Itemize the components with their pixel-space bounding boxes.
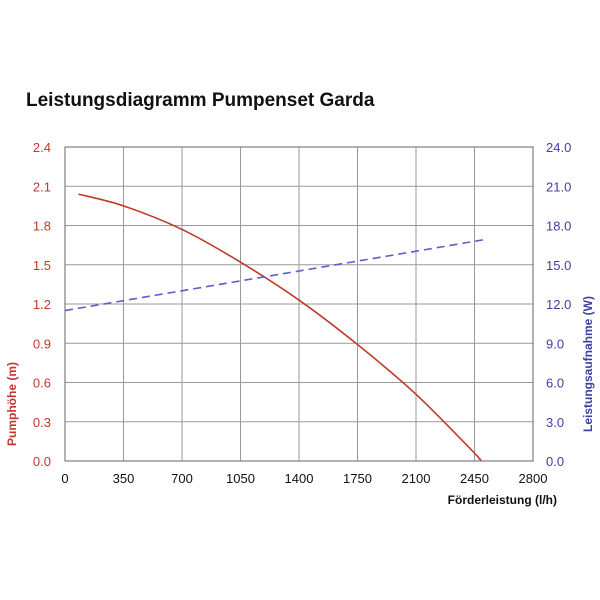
x-tick-label: 1750 (343, 471, 372, 486)
y2-tick-label: 9.0 (546, 336, 564, 351)
x-tick-label: 1400 (285, 471, 314, 486)
y2-tick-label: 18.0 (546, 219, 571, 234)
y-tick-label: 0.3 (33, 415, 51, 430)
series-layer (64, 193, 483, 461)
plot-frame (64, 146, 534, 462)
x-tick-label: 2450 (460, 471, 489, 486)
x-tick-label: 350 (113, 471, 135, 486)
axes: 0 350 700 1050 1400 1750 2100 2450 2800 0.0 0.3 0.6… (33, 140, 571, 486)
power-series-line (64, 239, 483, 312)
y2-tick-label: 3.0 (546, 415, 564, 430)
y2-tick-label: 0.0 (546, 454, 564, 469)
y-tick-label: 0.6 (33, 376, 51, 391)
y2-tick-label: 6.0 (546, 376, 564, 391)
x-tick-label: 700 (171, 471, 193, 486)
y2-tick-label: 21.0 (546, 179, 571, 194)
chart-title: Leistungsdiagramm Pumpenset Garda (26, 90, 375, 111)
x-axis-title: Förderleistung (l/h) (448, 493, 557, 507)
x-tick-label: 2100 (402, 471, 431, 486)
y2-tick-label: 12.0 (546, 297, 571, 312)
y2-tick-label: 24.0 (546, 140, 571, 155)
grid (64, 146, 534, 462)
x-tick-label: 1050 (226, 471, 255, 486)
x-tick-label: 2800 (519, 471, 548, 486)
y2-tick-label: 15.0 (546, 258, 571, 273)
head-series-line (78, 193, 482, 461)
x-tick-label: 0 (61, 471, 68, 486)
y-axis-title: Pumphöhe (m) (5, 362, 19, 446)
y-tick-label: 1.2 (33, 297, 51, 312)
y-tick-label: 0.9 (33, 336, 51, 351)
y-tick-label: 0.0 (33, 454, 51, 469)
y2-axis-title: Leistungsaufnahme (W) (581, 296, 595, 432)
y-tick-label: 2.1 (33, 179, 51, 194)
y-tick-label: 1.5 (33, 258, 51, 273)
y-tick-label: 1.8 (33, 219, 51, 234)
y-tick-label: 2.4 (33, 140, 51, 155)
